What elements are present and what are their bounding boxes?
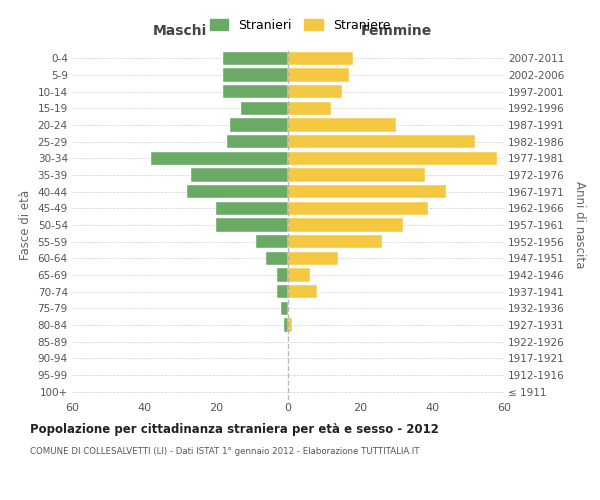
Bar [216,218,288,232]
Bar [288,318,292,332]
Bar [288,202,428,215]
Bar [230,118,288,132]
Bar [223,85,288,98]
Bar [223,68,288,82]
Bar [288,235,382,248]
Bar [277,285,288,298]
Bar [288,268,310,281]
Text: COMUNE DI COLLESALVETTI (LI) - Dati ISTAT 1° gennaio 2012 - Elaborazione TUTTITA: COMUNE DI COLLESALVETTI (LI) - Dati ISTA… [30,448,419,456]
Bar [288,52,353,65]
Bar [288,135,475,148]
Bar [151,152,288,165]
Bar [288,185,446,198]
Bar [288,152,497,165]
Bar [288,218,403,232]
Bar [288,252,338,265]
Y-axis label: Anni di nascita: Anni di nascita [573,182,586,268]
Text: Maschi: Maschi [153,24,207,38]
Bar [266,252,288,265]
Bar [284,318,288,332]
Bar [187,185,288,198]
Bar [288,118,396,132]
Bar [277,268,288,281]
Bar [241,102,288,115]
Text: Femmine: Femmine [361,24,431,38]
Bar [288,85,342,98]
Bar [281,302,288,315]
Text: Popolazione per cittadinanza straniera per età e sesso - 2012: Popolazione per cittadinanza straniera p… [30,422,439,436]
Bar [191,168,288,181]
Bar [216,202,288,215]
Bar [288,68,349,82]
Bar [288,285,317,298]
Y-axis label: Fasce di età: Fasce di età [19,190,32,260]
Bar [256,235,288,248]
Bar [288,102,331,115]
Legend: Stranieri, Straniere: Stranieri, Straniere [205,14,395,37]
Bar [227,135,288,148]
Bar [223,52,288,65]
Bar [288,168,425,181]
